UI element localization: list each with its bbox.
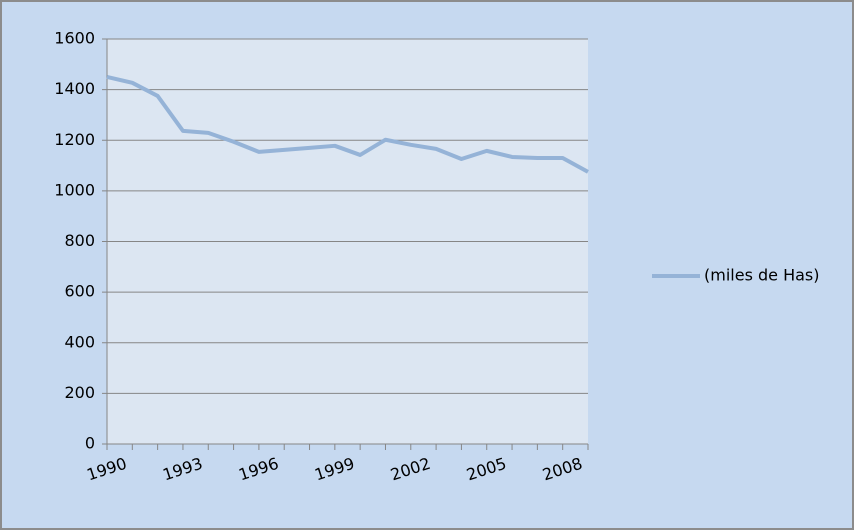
y-tick-label: 1200 [54, 130, 95, 149]
y-tick-label: 0 [85, 434, 95, 453]
y-tick-label: 600 [64, 282, 95, 301]
y-tick-label: 1000 [54, 180, 95, 199]
y-tick-label: 200 [64, 383, 95, 402]
series-line [106, 75, 589, 174]
y-tick-label: 400 [64, 332, 95, 351]
y-tick-label: 1600 [54, 29, 95, 48]
legend-label: (miles de Has) [704, 266, 819, 285]
y-tick-label: 1400 [54, 79, 95, 98]
y-tick-label: 800 [64, 231, 95, 250]
